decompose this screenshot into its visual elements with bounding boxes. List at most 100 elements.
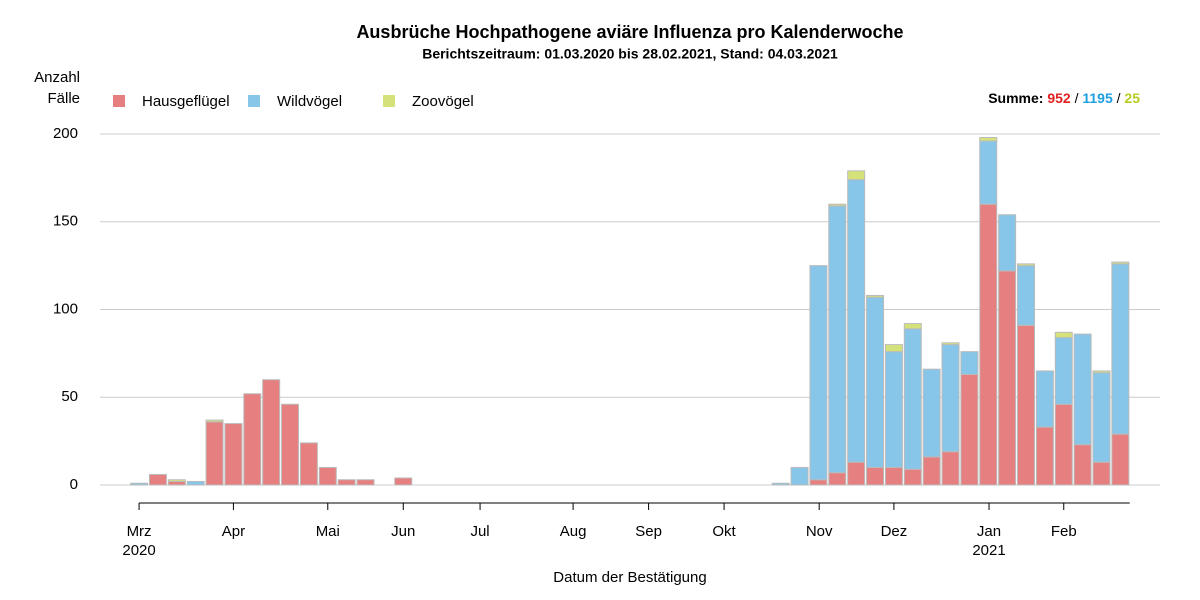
bar-segment	[205, 419, 224, 423]
sum-label: Summe:	[988, 90, 1043, 106]
bar-segment	[903, 323, 922, 330]
bar-segment	[130, 482, 149, 486]
bar-segment	[866, 296, 885, 468]
bar-segment	[262, 379, 281, 486]
bar-segment	[828, 472, 847, 486]
bar-segment	[1073, 333, 1092, 446]
bar-segment	[318, 466, 337, 486]
bar-segment	[998, 214, 1017, 272]
x-tick-label: Aug	[560, 523, 587, 540]
bar-segment	[1017, 265, 1036, 326]
y-tick-label: 200	[53, 125, 78, 142]
bar-segment	[884, 466, 903, 486]
bar-segment	[1054, 337, 1073, 405]
x-tick-label: Mrz	[127, 523, 152, 540]
bar-segment	[148, 473, 167, 486]
bar-segment	[1111, 261, 1130, 265]
y-tick-label: 50	[61, 388, 78, 405]
bar-segment	[866, 294, 885, 298]
bar-segment	[960, 351, 979, 375]
legend-label: Hausgeflügel	[142, 93, 230, 110]
bar-segment	[941, 344, 960, 453]
chart-subtitle: Berichtszeitraum: 01.03.2020 bis 28.02.2…	[422, 46, 838, 62]
bar-segment	[903, 468, 922, 486]
legend-swatch	[248, 95, 260, 107]
sum-value: 952	[1047, 90, 1071, 106]
bar-segment	[243, 393, 262, 486]
bar-segment	[922, 368, 941, 458]
legend-label: Wildvögel	[277, 93, 342, 110]
bar-segment	[167, 480, 186, 486]
bar-segment	[394, 477, 413, 486]
x-year-label: 2020	[122, 542, 155, 559]
x-tick-label: Dez	[881, 523, 908, 540]
sum-line: Summe: 952 / 1195 / 25	[988, 90, 1140, 106]
y-axis-label: Anzahl	[34, 69, 80, 86]
bar-segment	[299, 442, 318, 486]
bar-segment	[903, 328, 922, 470]
bar-segment	[809, 479, 828, 486]
x-tick-label: Nov	[806, 523, 833, 540]
bar-segment	[167, 479, 186, 482]
x-tick-label: Jun	[391, 523, 415, 540]
x-axis-label: Datum der Bestätigung	[553, 569, 706, 586]
bar-segment	[1054, 403, 1073, 486]
bar-segment	[1017, 324, 1036, 486]
y-axis-label: Fälle	[47, 90, 80, 107]
x-year-label: 2021	[972, 542, 1005, 559]
x-tick-label: Jul	[470, 523, 489, 540]
bar-segment	[1111, 433, 1130, 486]
bar-segment	[1035, 370, 1054, 428]
bar-segment	[960, 373, 979, 486]
x-tick-label: Mai	[316, 523, 340, 540]
x-tick-label: Okt	[712, 523, 736, 540]
sum-separator: /	[1117, 90, 1121, 106]
bar-segment	[186, 480, 205, 486]
y-tick-label: 150	[53, 213, 78, 230]
x-tick-label: Sep	[635, 523, 662, 540]
bar-segment	[828, 203, 847, 207]
bar-segment	[1073, 444, 1092, 486]
bar-segment	[337, 479, 356, 486]
bar-segment	[281, 403, 300, 486]
bar-segment	[1111, 263, 1130, 435]
bar-segment	[1092, 461, 1111, 486]
bar-segment	[809, 265, 828, 481]
bar-segment	[847, 179, 866, 463]
bar-segment	[356, 479, 375, 486]
bar-segment	[224, 423, 243, 486]
sum-value: 1195	[1082, 90, 1113, 106]
bar-segment	[979, 203, 998, 486]
legend-swatch	[383, 95, 395, 107]
bar-segment	[884, 351, 903, 468]
bar-segment	[979, 140, 998, 205]
y-tick-label: 0	[70, 476, 78, 493]
x-tick-label: Jan	[977, 523, 1001, 540]
sum-separator: /	[1075, 90, 1079, 106]
bar-segment	[1092, 370, 1111, 374]
bar-segment	[1035, 426, 1054, 486]
bar-segment	[1054, 331, 1073, 339]
bar-segment	[941, 342, 960, 346]
x-tick-label: Apr	[222, 523, 245, 540]
bar-segment	[1017, 263, 1036, 267]
chart-title: Ausbrüche Hochpathogene aviäre Influenza…	[356, 22, 903, 42]
bar-segment	[1092, 372, 1111, 463]
bar-segment	[884, 344, 903, 353]
bar-segment	[941, 451, 960, 486]
bar-segment	[847, 170, 866, 181]
bar-segment	[922, 456, 941, 486]
bar-segment	[828, 205, 847, 474]
y-tick-label: 100	[53, 300, 78, 317]
bar-segment	[847, 461, 866, 486]
legend-swatch	[113, 95, 125, 107]
bar-segment	[205, 421, 224, 486]
x-tick-label: Feb	[1051, 523, 1077, 540]
bar-segment	[771, 482, 790, 486]
legend-label: Zoovögel	[412, 93, 474, 110]
bar-segment	[790, 466, 809, 486]
bar-segment	[866, 466, 885, 486]
bar-segment	[979, 137, 998, 142]
sum-value: 25	[1124, 90, 1140, 106]
